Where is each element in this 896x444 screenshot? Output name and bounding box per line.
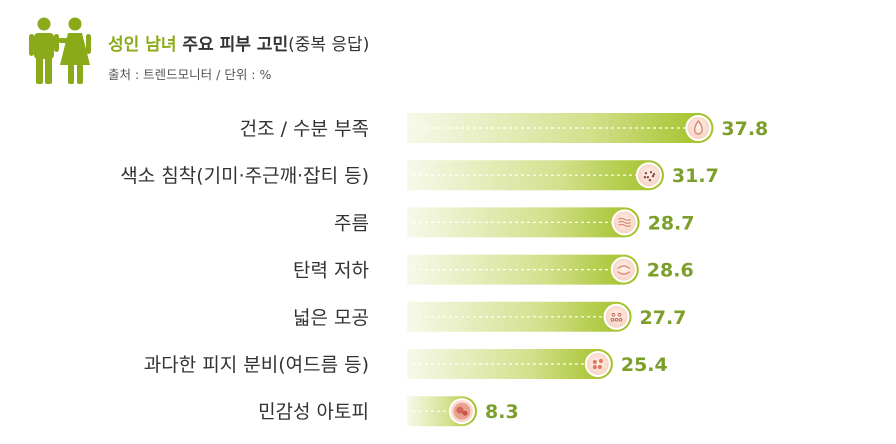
value-label: 37.8 (721, 118, 768, 140)
chart-source: 출처 : 트렌드모니터 / 단위 : % (108, 67, 272, 82)
title-note: (중복 응답) (288, 35, 370, 55)
value-label: 25.4 (621, 354, 668, 376)
wrinkle-icon (611, 209, 638, 236)
category-label: 색소 침착(기미·주근깨·잡티 등) (120, 165, 369, 187)
value-label: 28.6 (647, 260, 694, 282)
category-label: 민감성 아토피 (258, 401, 369, 423)
bar (407, 301, 632, 332)
value-label: 31.7 (672, 165, 719, 187)
category-label: 건조 / 수분 부족 (240, 118, 369, 140)
category-label: 넓은 모공 (293, 307, 369, 329)
acne-icon (584, 351, 611, 377)
bar-row: 민감성 아토피 8.3 (258, 396, 519, 427)
bar-row: 탄력 저하 28.6 (293, 254, 694, 285)
title-main: 주요 피부 고민 (176, 35, 289, 55)
pigment-spots-icon (635, 162, 662, 189)
bar-row: 과다한 피지 분비(여드름 등) 25.4 (144, 349, 668, 379)
bar-row: 색소 침착(기미·주근깨·잡티 등) 31.7 (120, 160, 719, 191)
bar (407, 113, 714, 143)
value-label: 8.3 (485, 401, 519, 423)
bar-row: 넓은 모공 27.7 (293, 301, 687, 332)
pore-icon (603, 303, 630, 330)
bar-row: 건조 / 수분 부족 37.8 (240, 113, 768, 143)
chart-header: 성인 남녀 주요 피부 고민(중복 응답) 출처 : 트렌드모니터 / 단위 :… (28, 16, 528, 86)
elasticity-icon (610, 256, 637, 283)
category-label: 과다한 피지 분비(여드름 등) (144, 354, 369, 376)
category-label: 주름 (334, 212, 369, 234)
value-label: 27.7 (640, 307, 687, 329)
water-drop-icon (685, 115, 712, 141)
chart-title: 성인 남녀 주요 피부 고민(중복 응답) (108, 30, 369, 55)
category-label: 탄력 저하 (293, 260, 369, 282)
bar-row: 주름 28.7 (334, 207, 695, 238)
value-label: 28.7 (648, 212, 695, 234)
title-highlight: 성인 남녀 (108, 35, 177, 55)
man-woman-icon (29, 17, 91, 84)
sensitive-skin-icon (449, 398, 475, 425)
